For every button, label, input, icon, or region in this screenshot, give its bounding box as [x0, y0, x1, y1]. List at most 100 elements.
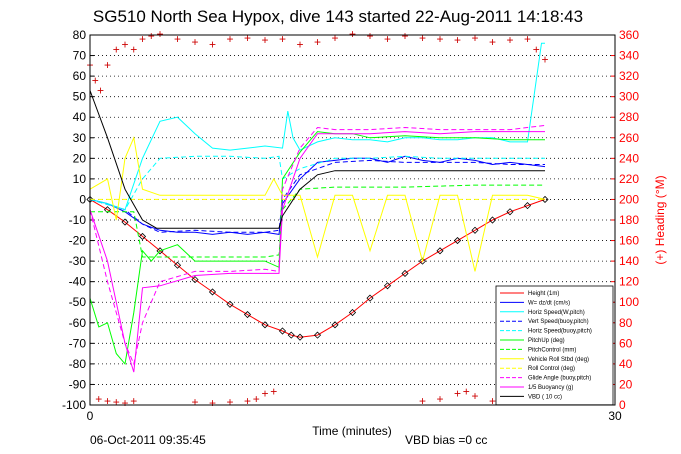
- y-right-tick-label: 240: [619, 151, 639, 165]
- legend-label: Height (1m): [528, 291, 559, 297]
- y-tick-label: -50: [69, 295, 87, 309]
- y-right-tick-label: 320: [619, 69, 639, 83]
- y-tick-label: 30: [73, 131, 87, 145]
- heading-point: +: [270, 385, 277, 399]
- y-tick-label: -30: [69, 254, 87, 268]
- y-right-tick-label: 220: [619, 172, 639, 186]
- height-point: [313, 331, 322, 339]
- height-point: [287, 331, 295, 339]
- legend-label: PitchControl (mm): [528, 347, 576, 353]
- series-line-9: [89, 124, 546, 366]
- heading-point: +: [121, 37, 128, 51]
- heading-point: +: [113, 42, 120, 56]
- y-right-tick-label: 120: [619, 275, 639, 289]
- heading-point: +: [156, 27, 163, 41]
- y-axis-left-ticks: 80 70 60 50 40 30 20 10 0 -10 -20 -30 -40 -50 -60 -70 -8…: [62, 28, 94, 412]
- height-point: [453, 236, 462, 245]
- height-point: [138, 232, 147, 241]
- y-right-tick-label: 20: [619, 377, 633, 391]
- heading-point: +: [104, 394, 111, 408]
- heading-point: +: [471, 31, 478, 45]
- x-axis-label: Time (minutes): [312, 424, 392, 438]
- y-tick-label: 0: [79, 192, 86, 206]
- height-point: [243, 310, 252, 319]
- y-tick-label: -40: [69, 275, 87, 289]
- heading-point: +: [95, 392, 102, 406]
- height-point: [173, 261, 182, 269]
- legend-label: VBD ( 10 cc): [528, 394, 562, 400]
- y-tick-label: -20: [69, 234, 87, 248]
- y-right-tick-label: 280: [619, 110, 639, 124]
- y-right-tick-label: 200: [619, 192, 639, 206]
- legend-label: Roll Control (deg): [528, 366, 575, 372]
- y-axis-right-ticks: 3603403203002802602402202001801601401201…: [611, 28, 639, 412]
- heading-point: +: [489, 35, 496, 49]
- heading-point: +: [541, 53, 548, 67]
- heading-point: +: [261, 387, 268, 401]
- height-point: [226, 300, 234, 308]
- heading-point: +: [244, 31, 251, 45]
- heading-point: +: [366, 29, 373, 43]
- heading-point: +: [113, 395, 120, 409]
- heading-point: +: [209, 37, 216, 51]
- heading-point: +: [401, 29, 408, 43]
- legend-label: Horiz Speed(W,pitch): [528, 310, 585, 316]
- heading-point: +: [191, 35, 198, 49]
- legend-label: Vert Speed(buoy,pitch): [528, 319, 589, 325]
- height-point: [348, 308, 357, 317]
- height-point: [366, 294, 374, 302]
- legend-label: Vehicle Roll Stbd (deg): [528, 357, 589, 363]
- y-axis-right-label: (+) Heading (°M): [653, 175, 667, 264]
- legend-box: [495, 285, 614, 406]
- y-right-tick-label: 100: [619, 295, 639, 309]
- footer-timestamp: 06-Oct-2011 09:35:45: [90, 433, 206, 447]
- series-group: [86, 42, 549, 373]
- heading-point: +: [436, 392, 443, 406]
- legend: Height (1m) W= dz/dt (cm/s) Horiz Speed(W,…: [495, 285, 614, 406]
- height-point: [121, 218, 129, 226]
- heading-point: +: [191, 395, 198, 409]
- heading-point: +: [92, 73, 99, 87]
- heading-point: +: [148, 29, 155, 43]
- y-right-tick-label: 140: [619, 254, 639, 268]
- legend-label: Horiz Speed(buoy,pitch): [528, 329, 592, 335]
- heading-point: +: [331, 31, 338, 45]
- heading-point: +: [471, 389, 478, 403]
- height-point: [191, 276, 199, 284]
- y-tick-label: 80: [73, 28, 87, 42]
- y-tick-label: -90: [69, 377, 87, 391]
- y-tick-label: 20: [73, 151, 87, 165]
- y-tick-label: -100: [62, 398, 86, 412]
- heading-point: +: [296, 37, 303, 51]
- heading-point: +: [139, 32, 146, 46]
- heading-point: +: [463, 385, 470, 399]
- height-point: [523, 202, 532, 210]
- height-point: [506, 208, 514, 216]
- heading-point: +: [489, 394, 496, 408]
- x-tick-label: 0: [87, 409, 94, 423]
- heading-point: +: [384, 32, 391, 46]
- y-tick-label: 60: [73, 69, 87, 83]
- heading-point: +: [244, 394, 251, 408]
- height-point: [418, 257, 427, 265]
- height-point: [401, 269, 409, 278]
- y-tick-label: 70: [73, 49, 87, 63]
- y-tick-label: -10: [69, 213, 87, 227]
- heading-group: +++++ + ++ + + + + + + + + + + + + + + + + + + + + + + ++++ + + + + + +…: [86, 27, 548, 410]
- heading-point: +: [349, 27, 356, 41]
- heading-point: +: [314, 35, 321, 49]
- y-right-tick-label: 360: [619, 28, 639, 42]
- y-tick-label: 10: [73, 172, 87, 186]
- y-right-tick-label: 0: [619, 398, 626, 412]
- heading-point: +: [506, 33, 513, 47]
- height-point: [103, 206, 112, 214]
- chart-title: SG510 North Sea Hypox, dive 143 started …: [93, 7, 583, 26]
- heading-point: +: [533, 42, 540, 56]
- height-point: [331, 321, 339, 329]
- series-line-1: [89, 155, 546, 235]
- y-right-tick-label: 160: [619, 234, 639, 248]
- heading-point: +: [524, 32, 531, 46]
- height-point: [383, 282, 392, 290]
- footer-vbd-bias: VBD bias =0 cc: [405, 433, 487, 447]
